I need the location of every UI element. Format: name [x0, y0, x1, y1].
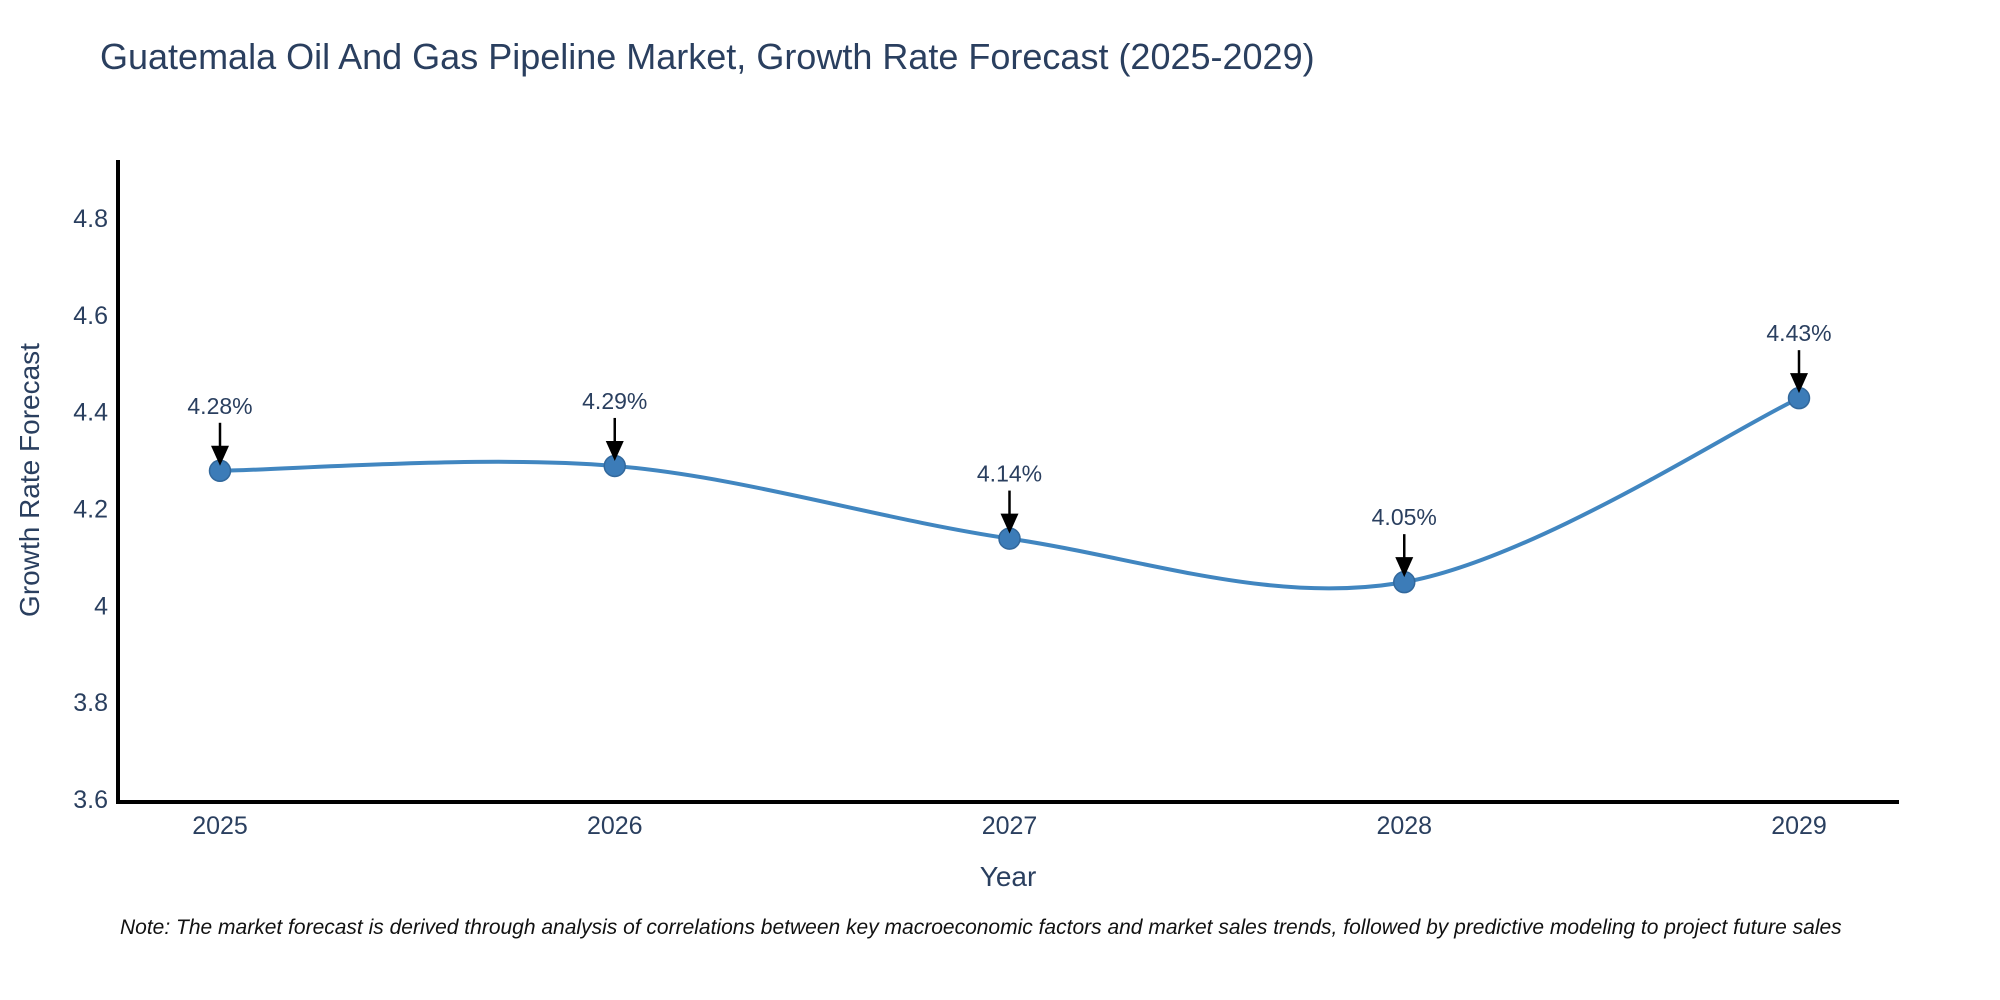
- annotation-arrowhead: [1395, 557, 1414, 578]
- x-tick-label: 2025: [192, 812, 248, 840]
- annotation-arrowhead: [605, 440, 624, 461]
- y-tick-label: 4.8: [73, 205, 108, 233]
- annotation-label: 4.43%: [1766, 320, 1831, 346]
- annotation-label: 4.05%: [1372, 504, 1437, 530]
- y-tick-label: 4: [94, 592, 108, 620]
- y-tick-label: 4.6: [73, 302, 108, 330]
- annotation-label: 4.28%: [187, 393, 252, 419]
- x-axis-title: Year: [979, 861, 1037, 892]
- chart-title: Guatemala Oil And Gas Pipeline Market, G…: [100, 36, 1315, 77]
- x-tick-label: 2027: [982, 812, 1038, 840]
- x-tick-label: 2028: [1376, 812, 1432, 840]
- x-tick-label: 2029: [1771, 812, 1827, 840]
- annotation-label: 4.29%: [582, 388, 647, 414]
- annotation-arrowhead: [1790, 373, 1808, 394]
- chart-note: Note: The market forecast is derived thr…: [120, 916, 1842, 939]
- x-tick-label: 2026: [587, 812, 643, 840]
- y-tick-label: 4.2: [73, 496, 108, 524]
- y-tick-label: 4.4: [73, 399, 108, 427]
- y-tick-label: 3.6: [73, 786, 108, 814]
- annotation-arrowhead: [1000, 513, 1019, 534]
- annotation-label: 4.14%: [977, 461, 1042, 487]
- y-tick-label: 3.8: [73, 689, 108, 717]
- annotation-arrowhead: [211, 445, 229, 466]
